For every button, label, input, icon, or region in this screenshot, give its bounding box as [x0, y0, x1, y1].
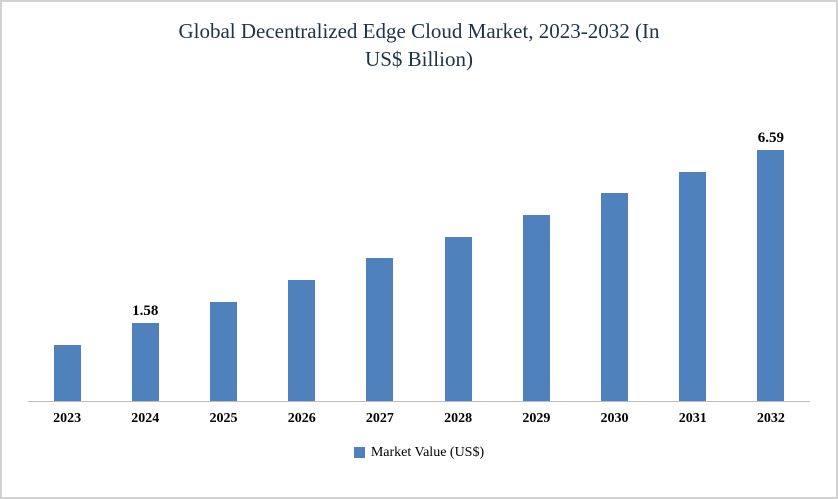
bar-column — [263, 279, 341, 401]
x-axis-label: 2026 — [287, 410, 316, 426]
x-axis-label: 2025 — [209, 410, 238, 426]
bar-column — [654, 171, 732, 401]
bar-column — [497, 214, 575, 401]
bar-column — [419, 236, 497, 401]
plot-area: 1.58 6.59 — [28, 129, 810, 402]
bar-column: 1.58 — [106, 303, 184, 401]
bar-column — [575, 192, 653, 401]
x-axis-label: 2023 — [53, 410, 82, 426]
bar — [444, 236, 472, 401]
data-label: 6.59 — [757, 129, 785, 146]
x-axis-label: 2029 — [522, 410, 551, 426]
bar-column: 6.59 — [732, 130, 810, 401]
bar — [210, 301, 237, 401]
bar — [522, 214, 550, 401]
bar — [131, 322, 159, 401]
x-axis-label: 2028 — [444, 410, 473, 426]
bar — [366, 257, 394, 401]
bar-column — [341, 257, 419, 401]
bar — [679, 171, 707, 401]
bar-column — [184, 301, 262, 401]
chart-title: Global Decentralized Edge Cloud Market, … — [2, 2, 836, 74]
x-axis-label: 2027 — [365, 410, 394, 426]
data-label: 1.58 — [132, 302, 159, 319]
x-axis-label: 2031 — [678, 410, 707, 426]
x-axis-label: 2030 — [600, 410, 629, 426]
bar-column — [28, 344, 106, 401]
legend-marker-icon — [353, 447, 365, 459]
x-axis-label: 2024 — [131, 410, 160, 426]
legend-label: Market Value (US$) — [370, 444, 485, 460]
x-axis-label: 2032 — [756, 410, 785, 426]
x-axis-labels: 2023 2024 2025 2026 2027 2028 2029 2030 2031 2032 — [28, 402, 810, 427]
chart-title-line-2: US$ Billion) — [365, 47, 473, 72]
bar — [601, 192, 629, 401]
bar — [288, 279, 316, 401]
bar — [757, 149, 785, 401]
legend: Market Value (US$) — [2, 445, 836, 461]
bar — [53, 344, 81, 401]
chart-title-line-1: Global Decentralized Edge Cloud Market, … — [178, 19, 660, 43]
